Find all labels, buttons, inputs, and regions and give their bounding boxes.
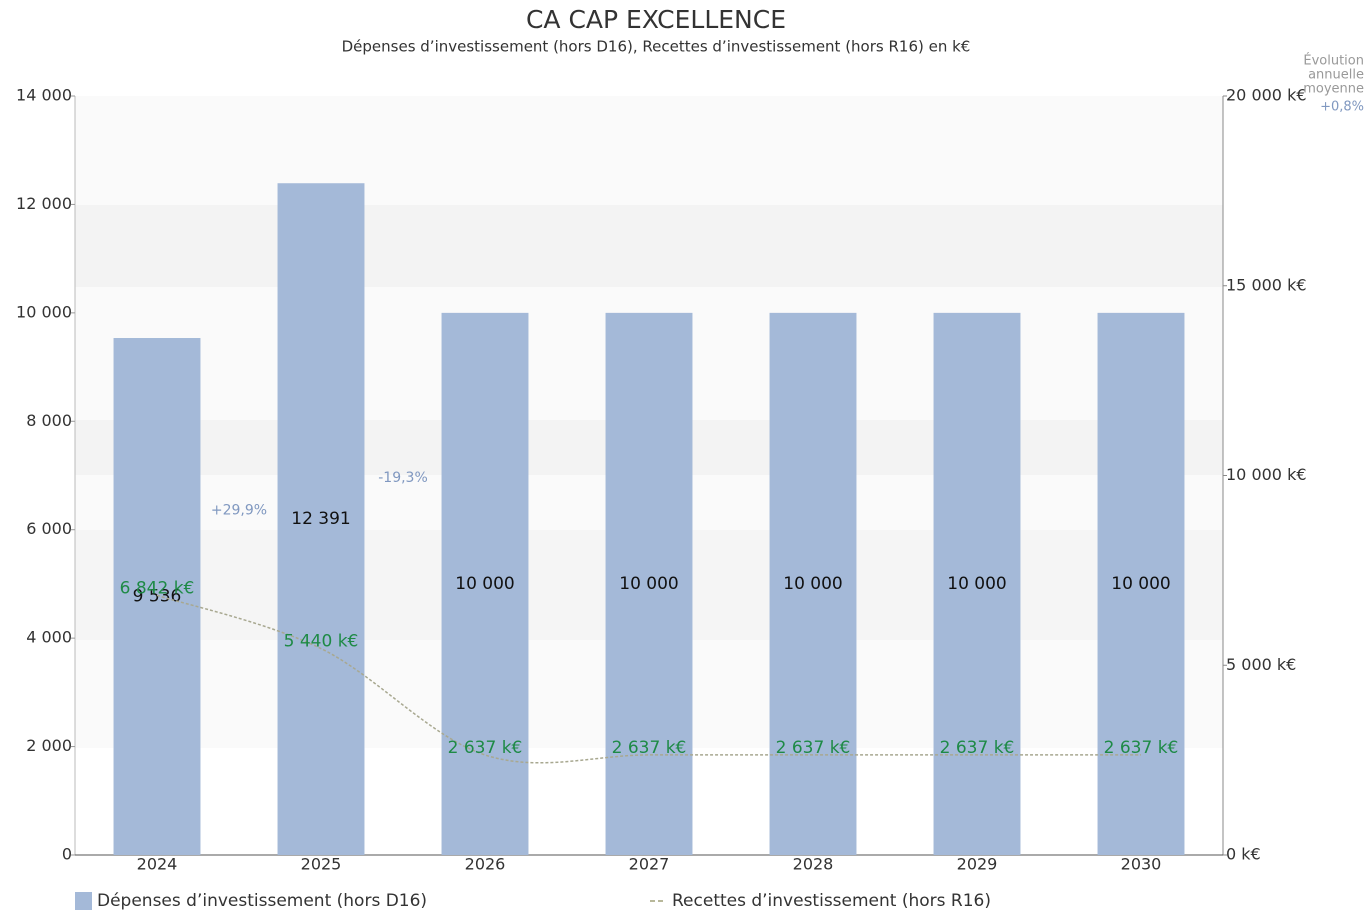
bar-label: 10 000 [1111, 574, 1170, 594]
line [156, 594, 1141, 764]
x-tick-label: 2030 [1121, 855, 1162, 874]
average-label: moyenne [1303, 82, 1364, 97]
y-tick-label: 8 000 [26, 411, 72, 430]
line-label: 6 842 k€ [120, 578, 195, 598]
bar [933, 312, 1021, 855]
x-tick-label: 2029 [957, 855, 998, 874]
line-label: 2 637 k€ [448, 738, 523, 758]
bar [769, 312, 857, 855]
y2-tick-label: 5 000 k€ [1226, 655, 1296, 674]
bar-label: 10 000 [455, 574, 514, 594]
average-value: +0,8% [1320, 100, 1364, 115]
bar-label: 9 536 [133, 587, 182, 607]
y-tick-label: 14 000 [16, 86, 72, 105]
x-tick-label: 2028 [793, 855, 834, 874]
x-tick-label: 2025 [301, 855, 342, 874]
y2-tick-label: 15 000 k€ [1226, 275, 1307, 294]
bar-label: 10 000 [619, 574, 678, 594]
y-tick-label: 12 000 [16, 194, 72, 213]
x-tick-label: 2024 [137, 855, 178, 874]
band [75, 205, 1223, 287]
line-label: 2 637 k€ [776, 738, 851, 758]
line-label: 2 637 k€ [940, 738, 1015, 758]
average-label: Évolution [1303, 53, 1364, 69]
legend-swatch [75, 892, 92, 910]
bar [113, 338, 201, 855]
y-tick-label: 6 000 [26, 519, 72, 538]
chart-title: CA CAP EXCELLENCE [526, 5, 786, 34]
y2-tick-label: 0 k€ [1226, 845, 1261, 864]
x-tick-label: 2027 [629, 855, 670, 874]
x-tick-label: 2026 [465, 855, 506, 874]
line-label: 2 637 k€ [1104, 738, 1179, 758]
y-tick-label: 10 000 [16, 302, 72, 321]
bar [605, 312, 693, 855]
y2-tick-label: 10 000 k€ [1226, 465, 1307, 484]
line-label: 5 440 k€ [284, 632, 359, 652]
growth-label: -19,3% [378, 470, 428, 486]
legend-label: Recettes d’investissement (hors R16) [672, 891, 991, 911]
y-tick-label: 2 000 [26, 736, 72, 755]
y-tick-label: 0 [62, 845, 72, 864]
line-label: 2 637 k€ [612, 738, 687, 758]
bar-label: 10 000 [947, 574, 1006, 594]
chart-subtitle: Dépenses d’investissement (hors D16), Re… [342, 38, 971, 56]
y-tick-label: 4 000 [26, 628, 72, 647]
bar-label: 10 000 [783, 574, 842, 594]
legend-label: Dépenses d’investissement (hors D16) [97, 891, 427, 911]
y2-tick-label: 20 000 k€ [1226, 86, 1307, 105]
bar-label: 12 391 [291, 509, 350, 529]
growth-label: +29,9% [211, 503, 267, 519]
bar [441, 312, 529, 855]
bar [277, 183, 365, 856]
bar [1097, 312, 1185, 855]
average-label: annuelle [1308, 68, 1364, 83]
